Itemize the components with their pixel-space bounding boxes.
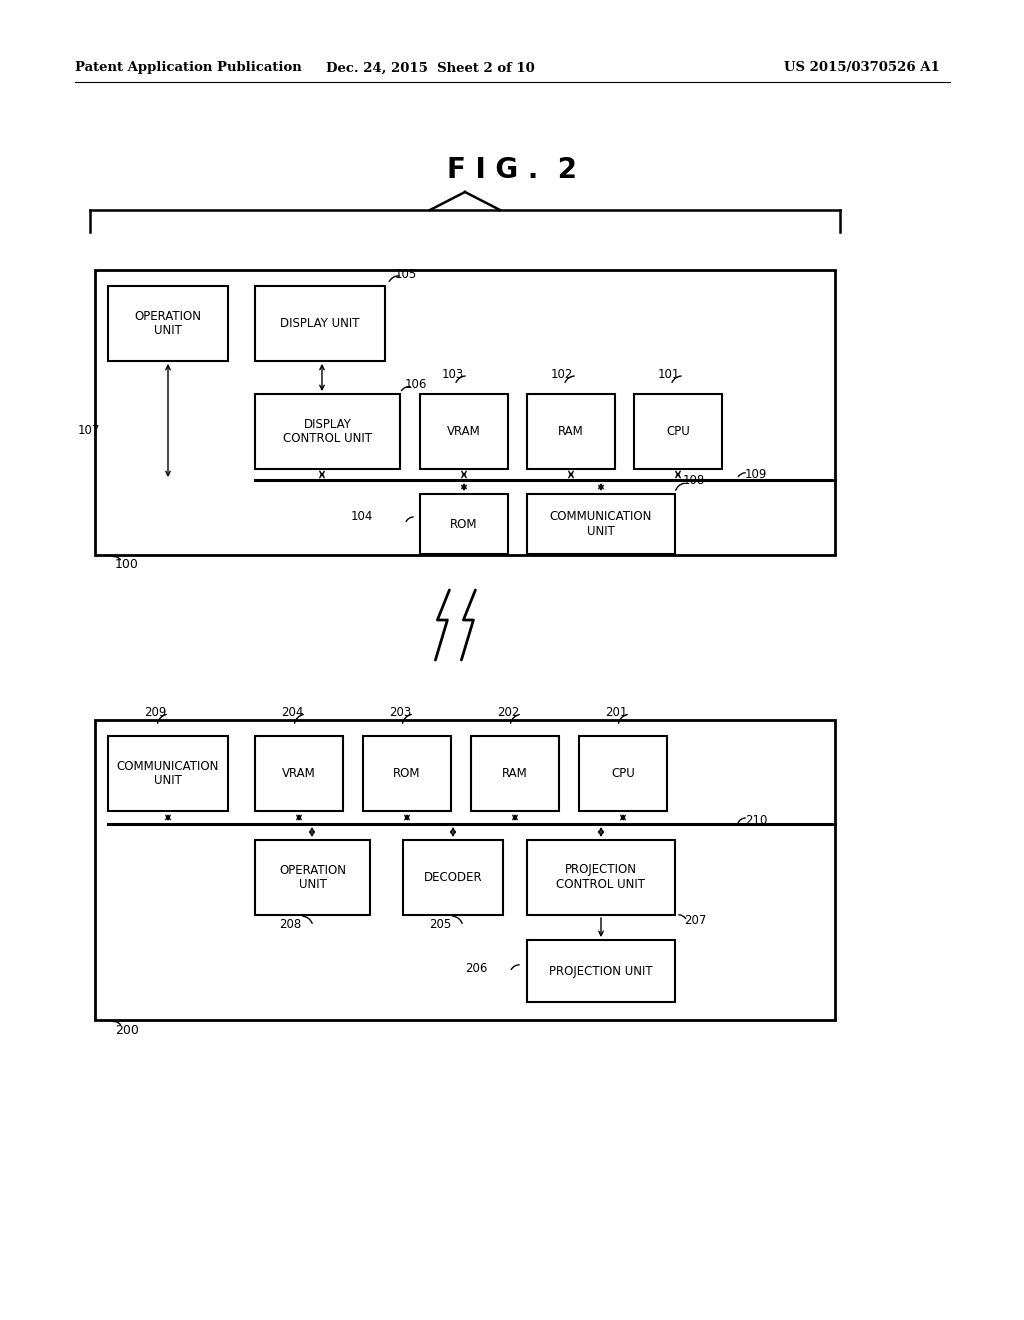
Text: 103: 103 xyxy=(442,367,464,380)
Text: 108: 108 xyxy=(683,474,706,487)
Text: VRAM: VRAM xyxy=(283,767,315,780)
Text: 207: 207 xyxy=(684,913,707,927)
Text: VRAM: VRAM xyxy=(447,425,481,438)
Text: ROM: ROM xyxy=(451,517,478,531)
Bar xyxy=(471,737,559,810)
Bar xyxy=(420,494,508,554)
Text: COMMUNICATION
UNIT: COMMUNICATION UNIT xyxy=(550,510,652,539)
Bar xyxy=(527,840,675,915)
Text: 104: 104 xyxy=(350,510,373,523)
Text: 101: 101 xyxy=(657,367,680,380)
Bar xyxy=(255,286,385,360)
Text: COMMUNICATION
UNIT: COMMUNICATION UNIT xyxy=(117,759,219,788)
Bar xyxy=(527,940,675,1002)
Text: RAM: RAM xyxy=(558,425,584,438)
Text: DISPLAY
CONTROL UNIT: DISPLAY CONTROL UNIT xyxy=(283,417,372,446)
Text: OPERATION
UNIT: OPERATION UNIT xyxy=(134,309,202,338)
Text: 203: 203 xyxy=(389,705,411,718)
Bar xyxy=(108,737,228,810)
Text: 109: 109 xyxy=(745,469,767,482)
Bar xyxy=(362,737,451,810)
Text: 205: 205 xyxy=(429,919,452,932)
Text: DISPLAY UNIT: DISPLAY UNIT xyxy=(281,317,359,330)
Bar xyxy=(527,494,675,554)
Bar xyxy=(255,393,400,469)
Text: Dec. 24, 2015  Sheet 2 of 10: Dec. 24, 2015 Sheet 2 of 10 xyxy=(326,62,535,74)
Text: 107: 107 xyxy=(78,424,100,437)
Bar xyxy=(95,271,835,554)
Bar xyxy=(255,737,343,810)
Bar xyxy=(579,737,667,810)
Text: 200: 200 xyxy=(115,1023,139,1036)
Bar xyxy=(634,393,722,469)
Text: F I G .  2: F I G . 2 xyxy=(447,156,577,183)
Text: ROM: ROM xyxy=(393,767,421,780)
Text: 102: 102 xyxy=(551,367,573,380)
Text: 100: 100 xyxy=(115,558,139,572)
Bar xyxy=(403,840,503,915)
Text: 204: 204 xyxy=(281,705,303,718)
Bar xyxy=(95,719,835,1020)
Text: 202: 202 xyxy=(497,705,519,718)
Text: CPU: CPU xyxy=(667,425,690,438)
Bar xyxy=(108,286,228,360)
Bar xyxy=(420,393,508,469)
Text: 209: 209 xyxy=(143,705,166,718)
Text: 208: 208 xyxy=(279,919,301,932)
Bar xyxy=(527,393,615,469)
Text: DECODER: DECODER xyxy=(424,871,482,884)
Text: PROJECTION UNIT: PROJECTION UNIT xyxy=(549,965,653,978)
Text: 105: 105 xyxy=(395,268,417,281)
Text: OPERATION
UNIT: OPERATION UNIT xyxy=(279,863,346,891)
Text: Patent Application Publication: Patent Application Publication xyxy=(75,62,302,74)
Text: 206: 206 xyxy=(466,961,488,974)
Text: CPU: CPU xyxy=(611,767,635,780)
Text: US 2015/0370526 A1: US 2015/0370526 A1 xyxy=(784,62,940,74)
Text: PROJECTION
CONTROL UNIT: PROJECTION CONTROL UNIT xyxy=(556,863,645,891)
Text: 201: 201 xyxy=(605,705,627,718)
Text: RAM: RAM xyxy=(502,767,528,780)
Text: 106: 106 xyxy=(406,379,427,392)
Text: 210: 210 xyxy=(745,813,767,826)
Bar xyxy=(255,840,370,915)
